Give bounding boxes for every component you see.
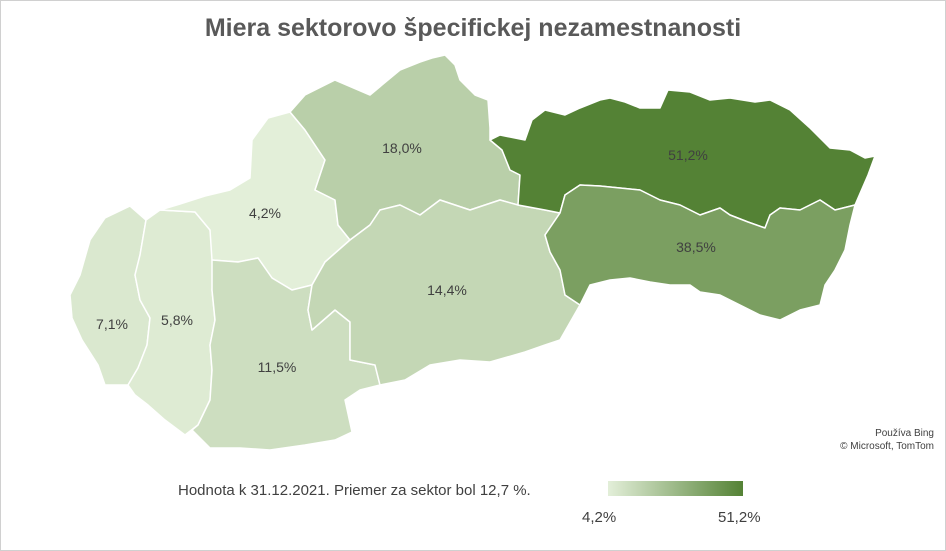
region-bratislavsky <box>69 205 151 386</box>
legend-note: Hodnota k 31.12.2021. Priemer za sektor … <box>178 482 531 499</box>
region-label-nitriansky: 11,5% <box>258 359 297 375</box>
scale-max-label: 51,2% <box>718 509 761 526</box>
region-nitriansky <box>191 257 381 451</box>
region-label-banskobystricky: 14,4% <box>427 282 467 298</box>
attribution-line-2: © Microsoft, TomTom <box>840 441 934 452</box>
color-scale-bar <box>608 481 743 496</box>
region-label-trnavsky: 5,8% <box>161 312 193 328</box>
region-labels: 7,1% 5,8% 4,2% 11,5% 18,0% 14,4% 51,2% 3… <box>96 140 716 375</box>
region-label-presovsky: 51,2% <box>668 147 708 163</box>
map-attribution: Používa Bing © Microsoft, TomTom <box>840 427 934 453</box>
region-label-kosicky: 38,5% <box>676 239 716 255</box>
region-banskobystricky <box>307 199 581 386</box>
region-kosicky <box>544 184 856 321</box>
region-label-trenciansky: 4,2% <box>249 205 281 221</box>
scale-min-label: 4,2% <box>582 509 617 526</box>
region-label-zilinsky: 18,0% <box>382 140 422 156</box>
region-label-bratislavsky: 7,1% <box>96 316 128 332</box>
attribution-line-1: Používa Bing <box>875 428 934 439</box>
map-title: Miera sektorovo špecifickej nezamestnano… <box>204 14 742 42</box>
